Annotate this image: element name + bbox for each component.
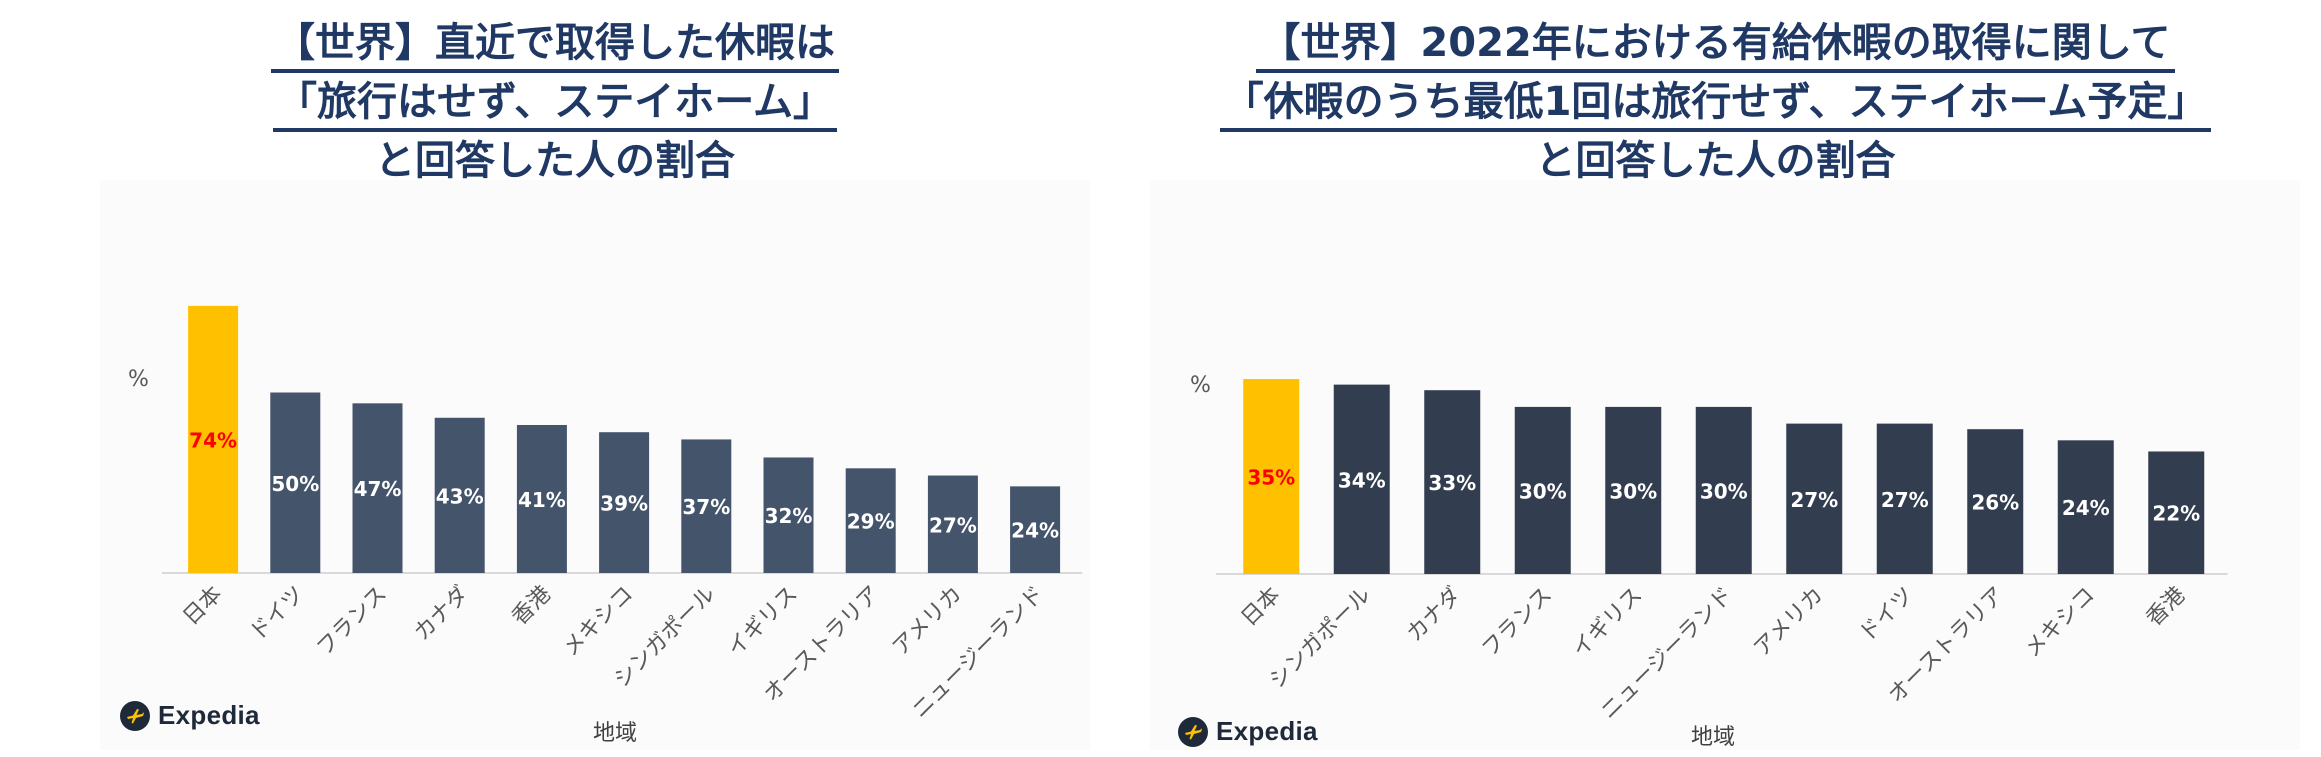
data-label: 32% <box>765 504 813 528</box>
title-line-1: 【世界】直近で取得した休暇は <box>271 17 839 73</box>
bar <box>1514 406 1571 574</box>
data-label: 50% <box>271 472 319 496</box>
title-line-2: 「旅行はせず、ステイホーム」 <box>273 76 837 132</box>
bar <box>1424 390 1481 574</box>
data-label: 34% <box>1338 468 1386 492</box>
expedia-logo: Expedia <box>1178 716 1318 747</box>
bar <box>188 305 239 573</box>
category-tick-label: イギリス <box>723 582 803 662</box>
bar-chart: %35%日本34%シンガポール33%カナダ30%フランス30%イギリス30%ニュ… <box>1190 373 2228 750</box>
chart-title: 【世界】直近で取得した休暇は 「旅行はせず、ステイホーム」 と回答した人の割合 <box>0 14 1110 191</box>
category-tick-label: ドイツ <box>245 582 309 646</box>
bar <box>927 475 978 573</box>
bar <box>1605 406 1662 574</box>
bar <box>1010 486 1061 573</box>
category-tick-label: 香港 <box>2142 583 2191 632</box>
bar <box>1876 423 1933 574</box>
data-label: 22% <box>2152 502 2200 526</box>
bar <box>2148 451 2205 574</box>
category-tick-label: ドイツ <box>1855 583 1919 647</box>
data-label: 30% <box>1609 479 1657 503</box>
bar <box>681 439 732 573</box>
data-label: 35% <box>1247 466 1295 490</box>
data-label: 30% <box>1700 479 1748 503</box>
category-tick-label: フランス <box>1477 583 1557 663</box>
plane-icon <box>1178 716 1208 747</box>
bar <box>1333 384 1390 574</box>
category-tick-label: 香港 <box>507 582 556 631</box>
data-label: 27% <box>929 513 977 537</box>
data-label: 29% <box>847 510 895 534</box>
data-label: 43% <box>436 484 484 508</box>
category-tick-label: カナダ <box>1402 583 1466 647</box>
bar <box>434 417 485 573</box>
category-tick-label: イギリス <box>1568 583 1648 663</box>
bar <box>1243 379 1300 574</box>
data-label: 37% <box>682 495 730 519</box>
category-tick-label: アメリカ <box>888 582 967 661</box>
brand-name: Expedia <box>1216 716 1318 746</box>
data-label: 27% <box>1790 488 1838 512</box>
expedia-logo: Expedia <box>120 700 260 731</box>
chart-panel-left: 【世界】直近で取得した休暇は 「旅行はせず、ステイホーム」 と回答した人の割合 … <box>0 0 1110 757</box>
data-label: 24% <box>2062 496 2110 520</box>
data-label: 27% <box>1881 488 1929 512</box>
data-label: 30% <box>1519 479 1567 503</box>
bar-chart: % 74% 日本 50% ドイツ 47% フランス 43% カナダ 41% 香港 39% メキシコ 37%… <box>128 305 1083 746</box>
y-axis-label: % <box>128 367 149 392</box>
category-tick-label: メキシコ <box>558 582 638 662</box>
plane-icon <box>120 700 150 731</box>
data-label: 33% <box>1428 471 1476 495</box>
data-label: 39% <box>600 492 648 516</box>
x-axis-label: 地域 <box>593 721 637 746</box>
chart-title: 【世界】2022年における有給休暇の取得に関して 「休暇のうち最低1回は旅行せず… <box>1110 14 2321 191</box>
bar <box>845 468 896 573</box>
plot-background <box>100 180 1090 750</box>
bar <box>1695 406 1752 574</box>
category-tick-label: カナダ <box>410 582 474 646</box>
data-label: 41% <box>518 488 566 512</box>
category-tick-label: メキシコ <box>2020 583 2100 663</box>
data-label: 26% <box>1971 491 2019 515</box>
data-label: 74% <box>189 428 237 452</box>
bar <box>599 432 650 573</box>
bar <box>1786 423 1843 574</box>
bar <box>270 392 321 573</box>
bar <box>2057 440 2114 574</box>
bar <box>763 457 814 573</box>
bar <box>1967 429 2024 574</box>
category-tick-label: 日本 <box>179 582 228 631</box>
brand-name: Expedia <box>158 700 260 730</box>
data-label: 47% <box>354 477 402 501</box>
category-tick-label: アメリカ <box>1749 583 1828 662</box>
x-axis-label: 地域 <box>1691 725 1735 750</box>
title-line-1: 【世界】2022年における有給休暇の取得に関して <box>1256 17 2175 73</box>
data-label: 24% <box>1011 519 1059 543</box>
bar <box>516 424 567 573</box>
category-tick-label: フランス <box>312 582 392 662</box>
category-tick-label: 日本 <box>1237 583 1286 632</box>
title-line-2: 「休暇のうち最低1回は旅行せず、ステイホーム予定」 <box>1219 76 2212 132</box>
chart-panel-right: 【世界】2022年における有給休暇の取得に関して 「休暇のうち最低1回は旅行せず… <box>1110 0 2321 757</box>
bar <box>352 403 403 573</box>
y-axis-label: % <box>1190 373 1211 398</box>
